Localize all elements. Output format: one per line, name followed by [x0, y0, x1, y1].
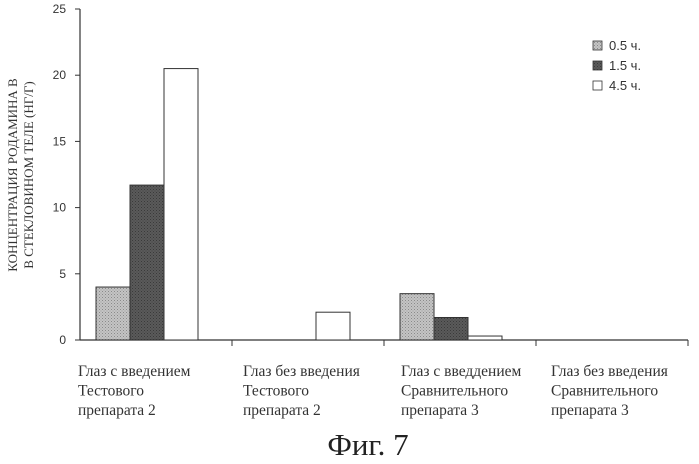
category-label-1-line-2: препарата 2 [243, 402, 321, 419]
y-tick-label: 5 [59, 267, 66, 281]
category-label-2-line-1: Сравнительного [401, 383, 508, 400]
bar-0-1 [130, 185, 164, 340]
category-label-3-line-1: Сравнительного [551, 383, 658, 400]
legend-label-0: 0.5 ч. [609, 38, 641, 53]
y-tick-label: 0 [59, 333, 66, 347]
category-label-3-line-0: Глаз без введения [551, 363, 668, 380]
y-axis-label-line-1: КОНЦЕНТРАЦИЯ РОДАМИНА В [5, 78, 20, 272]
legend-swatch-0 [593, 41, 602, 50]
legend-label-2: 4.5 ч. [609, 78, 641, 93]
category-label-3-line-2: препарата 3 [551, 402, 629, 419]
category-label-0-line-1: Тестового [78, 383, 144, 400]
y-tick-label: 25 [53, 2, 67, 16]
x-ticks [232, 340, 688, 346]
bar-1-2 [316, 312, 350, 340]
category-label-2-line-2: препарата 3 [401, 402, 479, 419]
y-tick-label: 10 [53, 201, 67, 215]
bar-2-0 [400, 294, 434, 340]
y-axis-label-line-2: В СТЕКЛОВИНОМ ТЕЛЕ (НГ/Г) [21, 81, 36, 268]
category-label-1-line-1: Тестового [243, 383, 309, 400]
legend: 0.5 ч. 1.5 ч. 4.5 ч. [593, 38, 641, 93]
y-ticks: 0 5 10 15 20 25 [53, 2, 80, 347]
y-tick-label: 20 [53, 68, 67, 82]
bar-2-1 [434, 317, 468, 340]
category-label-0-line-0: Глаз с введением [78, 363, 191, 380]
bars [96, 69, 502, 340]
legend-label-1: 1.5 ч. [609, 58, 641, 73]
figure-caption: Фиг. 7 [327, 427, 408, 462]
category-label-1-line-0: Глаз без введения [243, 363, 360, 380]
category-labels: Глаз с введением Тестового препарата 2 Глаз… [78, 363, 668, 419]
bar-0-0 [96, 287, 130, 340]
y-tick-label: 15 [53, 134, 67, 148]
category-label-2-line-0: Глаз с введдением [401, 363, 522, 380]
bar-2-2 [468, 336, 502, 340]
category-label-0-line-2: препарата 2 [78, 402, 156, 419]
bar-0-2 [164, 69, 198, 340]
legend-swatch-2 [593, 81, 602, 90]
legend-swatch-1 [593, 61, 602, 70]
